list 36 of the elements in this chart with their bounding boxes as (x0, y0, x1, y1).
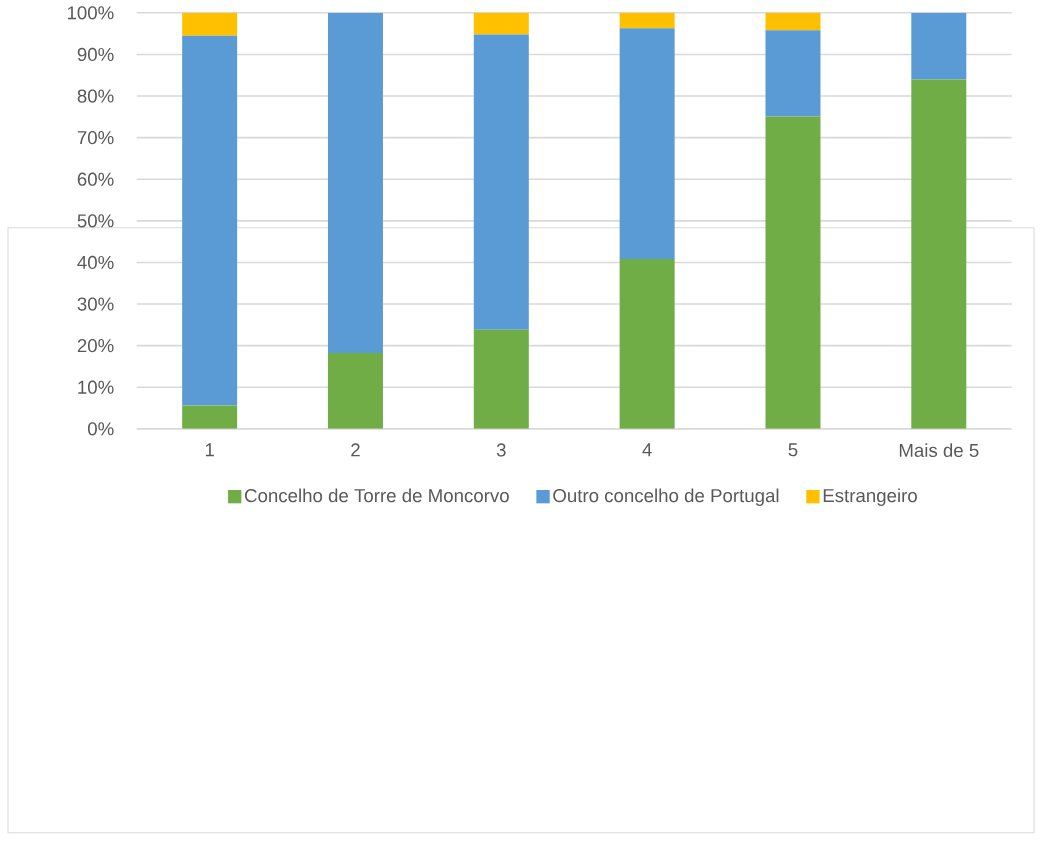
y-tick-label: 20% (77, 339, 114, 353)
x-tick-label: 3 (496, 443, 506, 457)
bar (619, 259, 675, 429)
x-tick-label: Mais de 5 (899, 443, 979, 458)
y-tick-label: 10% (78, 380, 114, 394)
x-tick-label: 4 (642, 443, 652, 457)
y-tick-label: 50% (77, 214, 114, 228)
bar (473, 34, 529, 330)
x-tick-label: 5 (788, 443, 798, 457)
x-tick-label: 1 (205, 443, 214, 457)
legend-label: Estrangeiro (823, 488, 917, 507)
y-tick-label: 100% (67, 6, 114, 20)
y-tick-label: 0% (87, 422, 114, 436)
legend-label: Concelho de Torre de Moncorvo (244, 488, 509, 503)
bar (182, 405, 238, 429)
y-tick-label: 70% (77, 131, 114, 145)
bar (765, 116, 821, 429)
bar (473, 329, 529, 429)
y-tick-label: 40% (77, 255, 114, 270)
legend-label: Outro concelho de Portugal (553, 488, 779, 507)
y-tick-label: 90% (77, 47, 114, 62)
y-tick-label: 30% (77, 297, 114, 311)
bar (182, 12, 238, 36)
bar (619, 28, 675, 260)
bar (182, 35, 238, 406)
y-tick-label: 60% (77, 172, 114, 186)
x-tick-label: 2 (351, 443, 360, 457)
bar (619, 12, 675, 29)
bar (765, 12, 821, 31)
bar (327, 353, 383, 429)
bar (911, 79, 967, 429)
bar (765, 30, 821, 117)
y-tick-label: 80% (77, 89, 114, 103)
bar (911, 12, 967, 80)
bar (473, 12, 529, 35)
bar (327, 12, 383, 354)
